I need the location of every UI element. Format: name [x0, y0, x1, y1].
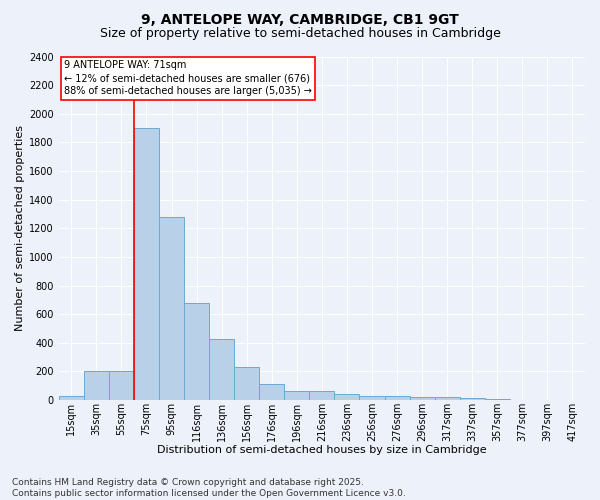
Text: 9 ANTELOPE WAY: 71sqm
← 12% of semi-detached houses are smaller (676)
88% of sem: 9 ANTELOPE WAY: 71sqm ← 12% of semi-deta… [64, 60, 312, 96]
Bar [434, 397, 460, 400]
Bar [359, 396, 385, 400]
Bar [84, 372, 109, 400]
Bar [334, 394, 359, 400]
Bar [410, 397, 434, 400]
Bar [259, 384, 284, 400]
Bar [209, 338, 234, 400]
Bar [460, 398, 485, 400]
Text: Size of property relative to semi-detached houses in Cambridge: Size of property relative to semi-detach… [100, 28, 500, 40]
Bar [310, 392, 334, 400]
Text: 9, ANTELOPE WAY, CAMBRIDGE, CB1 9GT: 9, ANTELOPE WAY, CAMBRIDGE, CB1 9GT [141, 12, 459, 26]
Bar [234, 367, 259, 400]
Text: Contains HM Land Registry data © Crown copyright and database right 2025.
Contai: Contains HM Land Registry data © Crown c… [12, 478, 406, 498]
Bar [159, 217, 184, 400]
Bar [134, 128, 159, 400]
Bar [59, 396, 84, 400]
X-axis label: Distribution of semi-detached houses by size in Cambridge: Distribution of semi-detached houses by … [157, 445, 487, 455]
Bar [385, 396, 410, 400]
Bar [284, 391, 310, 400]
Y-axis label: Number of semi-detached properties: Number of semi-detached properties [15, 126, 25, 332]
Bar [109, 372, 134, 400]
Bar [184, 302, 209, 400]
